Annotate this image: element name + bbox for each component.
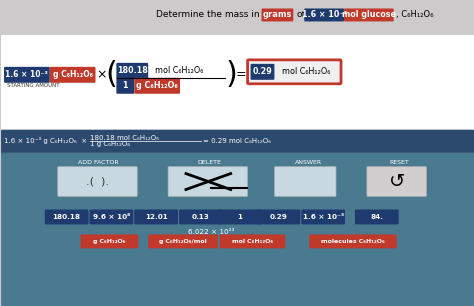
Text: STARTING AMOUNT: STARTING AMOUNT	[7, 83, 60, 88]
Text: 0.29: 0.29	[253, 67, 273, 76]
FancyBboxPatch shape	[50, 67, 95, 83]
Text: 180.18 mol C₆H₁₂O₆: 180.18 mol C₆H₁₂O₆	[90, 135, 158, 141]
Text: (: (	[106, 60, 118, 89]
FancyBboxPatch shape	[304, 9, 344, 21]
FancyBboxPatch shape	[256, 210, 300, 224]
FancyBboxPatch shape	[134, 78, 180, 94]
FancyBboxPatch shape	[251, 64, 274, 80]
Text: 0.29: 0.29	[269, 214, 287, 220]
Text: 1.6 × 10⁻³: 1.6 × 10⁻³	[301, 10, 346, 20]
FancyBboxPatch shape	[344, 9, 394, 21]
Text: 84.: 84.	[370, 214, 383, 220]
FancyBboxPatch shape	[45, 210, 89, 224]
Text: 180.18: 180.18	[117, 66, 148, 75]
Text: = 0.29 mol C₆H₁₂O₆: = 0.29 mol C₆H₁₂O₆	[203, 138, 271, 144]
Text: 1.6 × 10⁻³: 1.6 × 10⁻³	[6, 70, 48, 79]
Text: mol C₆H₁₂O₆: mol C₆H₁₂O₆	[155, 66, 203, 75]
Text: ): )	[226, 60, 237, 89]
Text: 6.022 × 10²³: 6.022 × 10²³	[188, 230, 234, 235]
Text: RESET: RESET	[390, 160, 410, 165]
Text: mol C₆H₁₂O₆: mol C₆H₁₂O₆	[232, 239, 273, 244]
Text: 1 g C₆H₁₂O₆: 1 g C₆H₁₂O₆	[90, 141, 130, 147]
Text: molecules C₆H₁₂O₆: molecules C₆H₁₂O₆	[321, 239, 385, 244]
FancyBboxPatch shape	[58, 166, 137, 196]
FancyBboxPatch shape	[220, 234, 285, 248]
Text: mol glucose: mol glucose	[342, 10, 396, 20]
Text: .(  ).: .( ).	[86, 177, 109, 187]
FancyBboxPatch shape	[134, 210, 178, 224]
FancyBboxPatch shape	[218, 210, 262, 224]
FancyBboxPatch shape	[148, 234, 218, 248]
Text: ANSWER: ANSWER	[295, 160, 322, 165]
FancyBboxPatch shape	[179, 210, 223, 224]
FancyBboxPatch shape	[1, 130, 474, 155]
Text: g C₆H₁₂O₆/mol: g C₆H₁₂O₆/mol	[159, 239, 207, 244]
Text: 0.13: 0.13	[192, 214, 210, 220]
FancyBboxPatch shape	[81, 234, 138, 248]
FancyBboxPatch shape	[274, 166, 336, 196]
FancyBboxPatch shape	[262, 9, 293, 21]
FancyBboxPatch shape	[301, 210, 345, 224]
FancyBboxPatch shape	[367, 166, 427, 196]
FancyBboxPatch shape	[1, 153, 474, 306]
FancyBboxPatch shape	[117, 78, 134, 94]
Text: DELETE: DELETE	[197, 160, 221, 165]
Text: 12.01: 12.01	[145, 214, 167, 220]
Text: grams: grams	[263, 10, 292, 20]
FancyBboxPatch shape	[355, 210, 399, 224]
Text: =: =	[235, 68, 246, 81]
Text: ADD FACTOR: ADD FACTOR	[78, 160, 119, 165]
Text: 9.6 × 10⁸: 9.6 × 10⁸	[93, 214, 130, 220]
FancyBboxPatch shape	[117, 63, 148, 79]
Text: 1: 1	[123, 81, 128, 90]
Text: g C₆H₁₂O₆: g C₆H₁₂O₆	[53, 70, 92, 79]
FancyBboxPatch shape	[168, 166, 247, 196]
Text: ↺: ↺	[389, 172, 405, 191]
FancyBboxPatch shape	[4, 67, 50, 83]
Text: 1.6 × 10⁻³ g C₆H₁₂O₆  ×: 1.6 × 10⁻³ g C₆H₁₂O₆ ×	[4, 137, 87, 144]
FancyBboxPatch shape	[247, 60, 341, 84]
Text: Determine the mass in: Determine the mass in	[156, 10, 260, 20]
Text: g C₆H₁₂O₆: g C₆H₁₂O₆	[136, 81, 178, 90]
FancyBboxPatch shape	[1, 35, 474, 132]
Text: ×: ×	[96, 68, 107, 81]
Text: 180.18: 180.18	[53, 214, 81, 220]
Text: 1.6 × 10⁻³: 1.6 × 10⁻³	[302, 214, 344, 220]
FancyBboxPatch shape	[90, 210, 133, 224]
Text: 1: 1	[237, 214, 242, 220]
Text: g C₆H₁₂O₆: g C₆H₁₂O₆	[93, 239, 126, 244]
Text: of: of	[296, 10, 305, 20]
FancyBboxPatch shape	[309, 234, 397, 248]
Text: mol C₆H₁₂O₆: mol C₆H₁₂O₆	[282, 67, 330, 76]
Text: , C₆H₁₂O₆: , C₆H₁₂O₆	[396, 10, 433, 20]
